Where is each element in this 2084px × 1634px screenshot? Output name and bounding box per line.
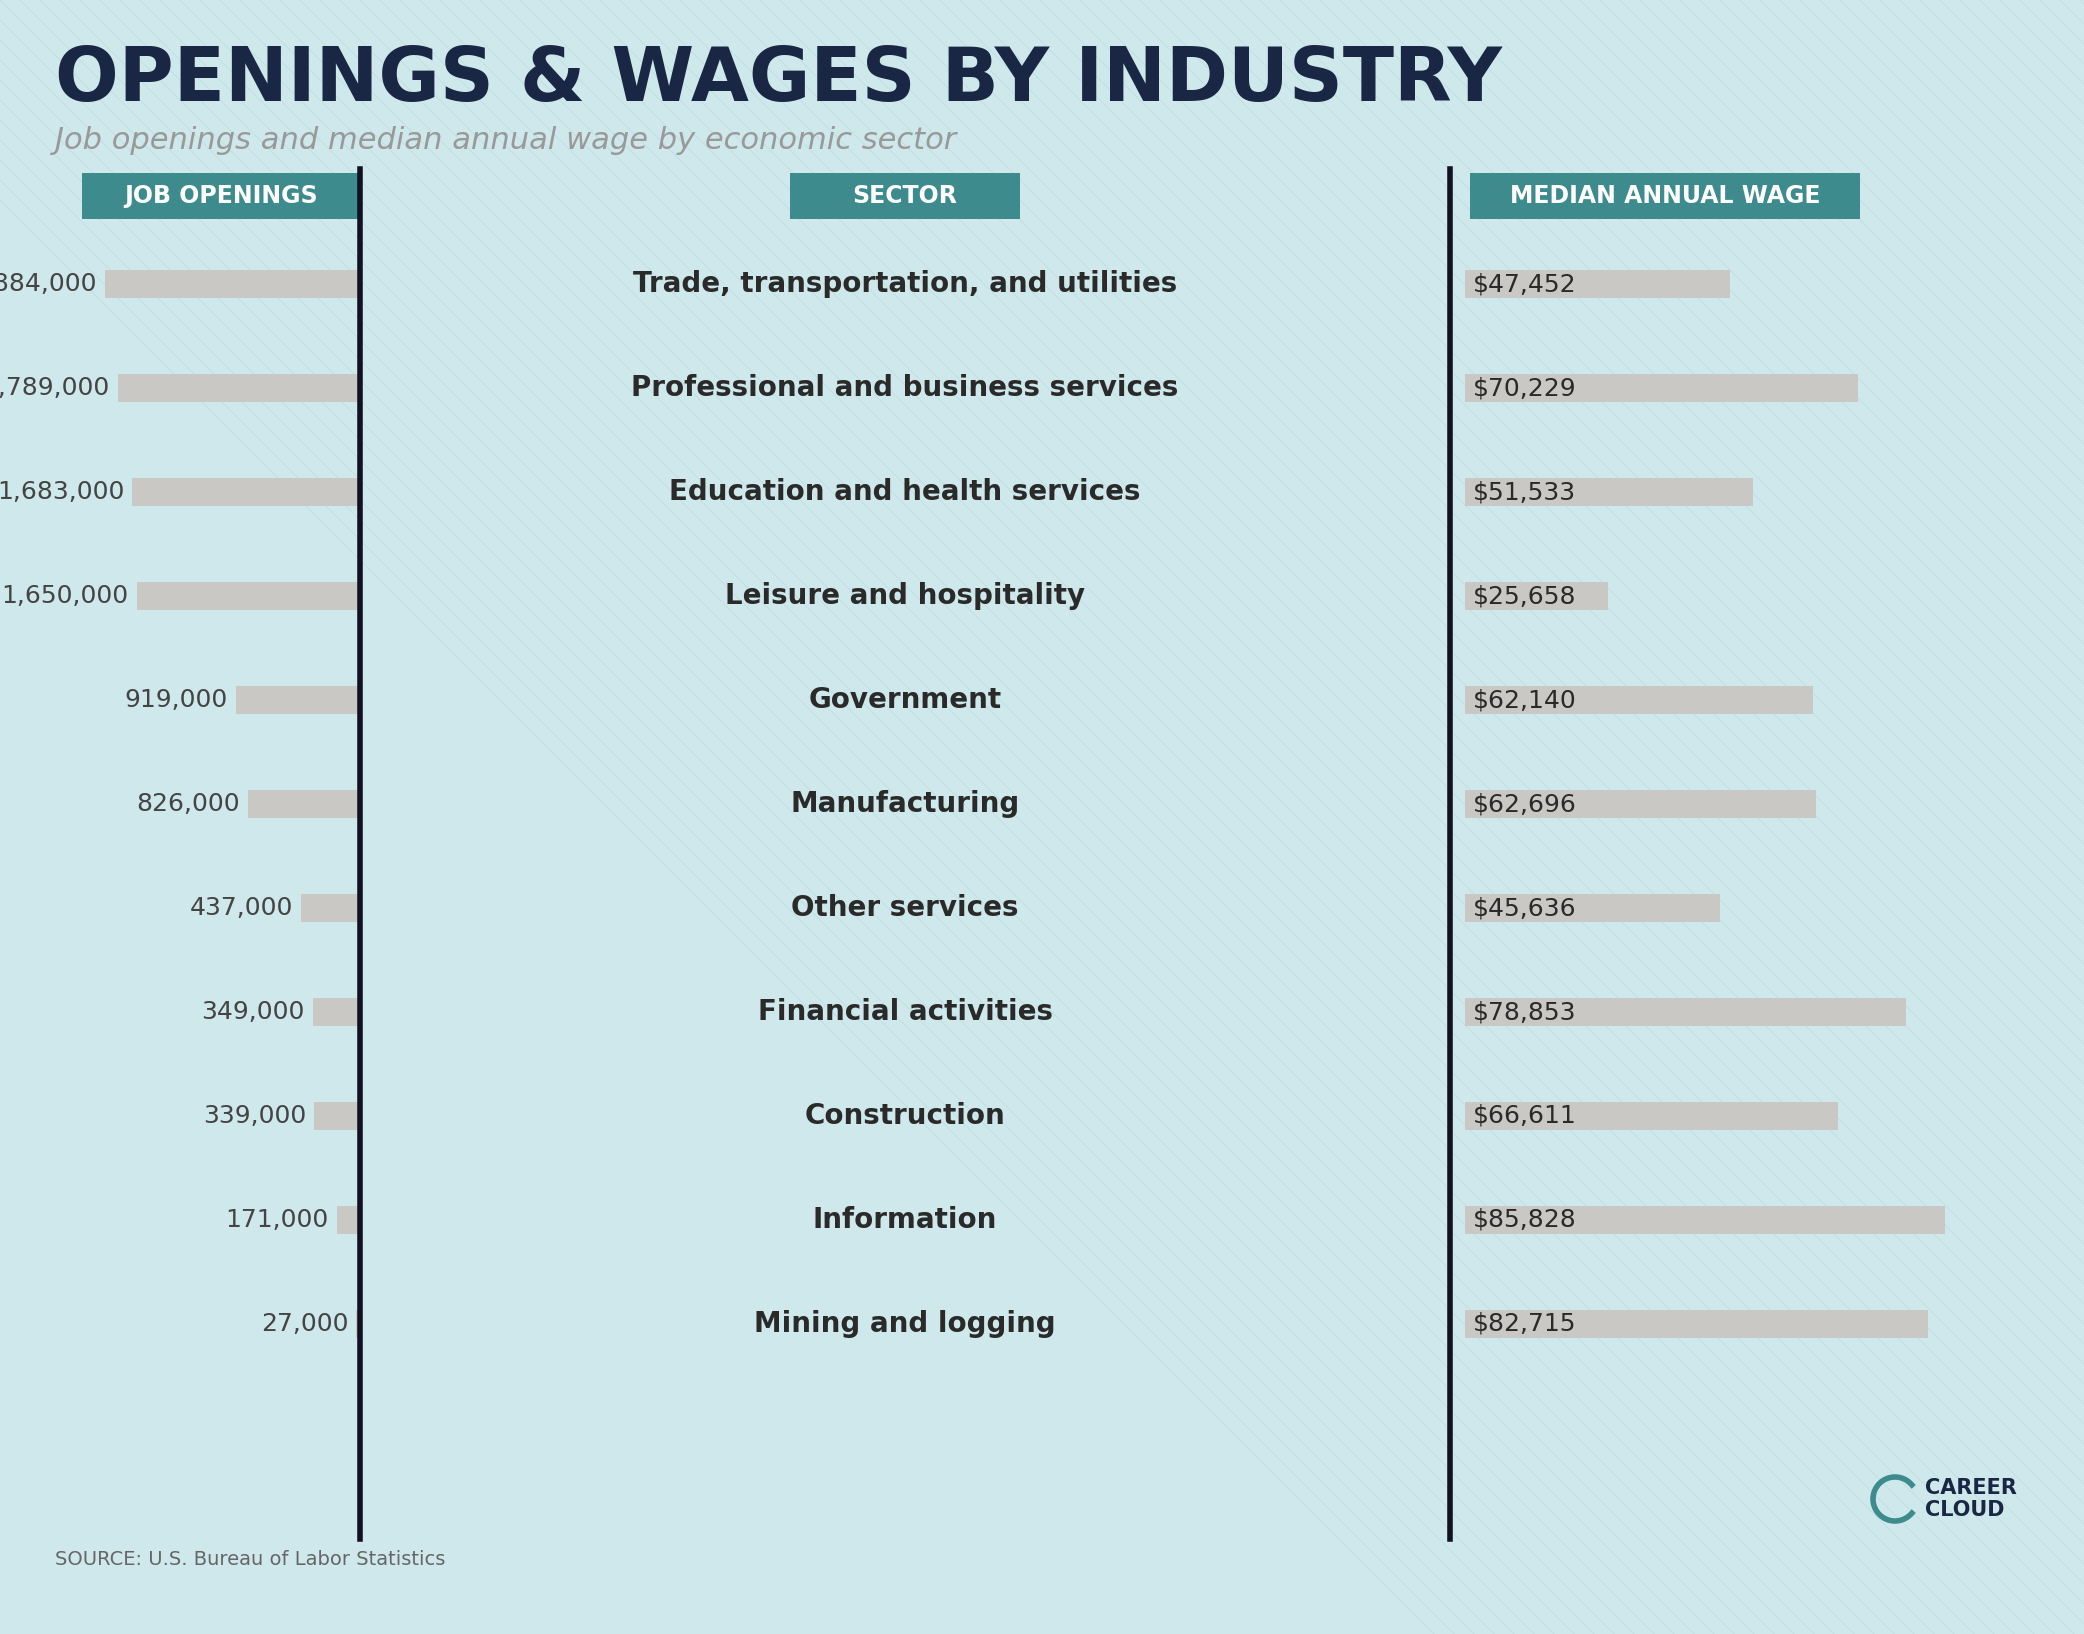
FancyBboxPatch shape: [790, 173, 1019, 219]
FancyBboxPatch shape: [1465, 1310, 1928, 1338]
Text: SECTOR: SECTOR: [852, 185, 957, 208]
Text: $47,452: $47,452: [1473, 271, 1578, 296]
Text: Financial activities: Financial activities: [756, 998, 1052, 1026]
FancyBboxPatch shape: [1465, 894, 1719, 922]
Text: 339,000: 339,000: [202, 1105, 306, 1127]
Text: $78,853: $78,853: [1473, 1000, 1576, 1025]
Text: Leisure and hospitality: Leisure and hospitality: [725, 582, 1086, 609]
Text: CAREER: CAREER: [1926, 1479, 2017, 1498]
FancyBboxPatch shape: [1465, 1206, 1944, 1234]
Text: $62,696: $62,696: [1473, 792, 1578, 815]
Text: $85,828: $85,828: [1473, 1208, 1578, 1232]
FancyBboxPatch shape: [81, 173, 361, 219]
FancyBboxPatch shape: [1469, 173, 1861, 219]
FancyBboxPatch shape: [131, 479, 361, 507]
FancyBboxPatch shape: [1465, 374, 1857, 402]
Text: Mining and logging: Mining and logging: [754, 1310, 1057, 1338]
FancyBboxPatch shape: [119, 374, 361, 402]
Text: $51,533: $51,533: [1473, 480, 1576, 503]
Text: $62,140: $62,140: [1473, 688, 1578, 712]
Text: 1,650,000: 1,650,000: [2, 583, 129, 608]
Text: $70,229: $70,229: [1473, 376, 1578, 400]
Text: $82,715: $82,715: [1473, 1312, 1576, 1337]
Text: 919,000: 919,000: [125, 688, 227, 712]
Text: JOB OPENINGS: JOB OPENINGS: [125, 185, 319, 208]
FancyBboxPatch shape: [1465, 998, 1907, 1026]
FancyBboxPatch shape: [235, 686, 361, 714]
FancyBboxPatch shape: [1465, 686, 1813, 714]
Text: Professional and business services: Professional and business services: [631, 374, 1180, 402]
Text: Trade, transportation, and utilities: Trade, transportation, and utilities: [634, 270, 1177, 297]
Text: CLOUD: CLOUD: [1926, 1500, 2005, 1520]
FancyBboxPatch shape: [1465, 1101, 1838, 1131]
FancyBboxPatch shape: [338, 1206, 361, 1234]
Text: 171,000: 171,000: [225, 1208, 329, 1232]
Text: 349,000: 349,000: [202, 1000, 304, 1025]
FancyBboxPatch shape: [104, 270, 361, 297]
Text: $66,611: $66,611: [1473, 1105, 1578, 1127]
FancyBboxPatch shape: [1465, 582, 1609, 609]
Text: 826,000: 826,000: [138, 792, 240, 815]
Text: $25,658: $25,658: [1473, 583, 1576, 608]
Text: SOURCE: U.S. Bureau of Labor Statistics: SOURCE: U.S. Bureau of Labor Statistics: [54, 1551, 446, 1569]
Text: 437,000: 437,000: [190, 895, 294, 920]
FancyBboxPatch shape: [1465, 789, 1815, 819]
Text: Other services: Other services: [792, 894, 1019, 922]
FancyBboxPatch shape: [248, 789, 361, 819]
FancyBboxPatch shape: [1465, 479, 1753, 507]
Text: OPENINGS & WAGES BY INDUSTRY: OPENINGS & WAGES BY INDUSTRY: [54, 44, 1503, 118]
FancyBboxPatch shape: [1465, 270, 1730, 297]
Text: $45,636: $45,636: [1473, 895, 1578, 920]
Text: Construction: Construction: [804, 1101, 1004, 1131]
FancyBboxPatch shape: [315, 1101, 361, 1131]
FancyBboxPatch shape: [356, 1310, 361, 1338]
Text: 1,884,000: 1,884,000: [0, 271, 98, 296]
FancyBboxPatch shape: [300, 894, 361, 922]
Text: Education and health services: Education and health services: [669, 479, 1140, 507]
FancyBboxPatch shape: [313, 998, 361, 1026]
Text: Manufacturing: Manufacturing: [790, 789, 1019, 819]
FancyBboxPatch shape: [138, 582, 361, 609]
Text: MEDIAN ANNUAL WAGE: MEDIAN ANNUAL WAGE: [1509, 185, 1819, 208]
Text: Government: Government: [809, 686, 1002, 714]
Text: 27,000: 27,000: [260, 1312, 348, 1337]
Text: Information: Information: [813, 1206, 996, 1234]
Text: 1,683,000: 1,683,000: [0, 480, 125, 503]
Text: 1,789,000: 1,789,000: [0, 376, 110, 400]
Text: Job openings and median annual wage by economic sector: Job openings and median annual wage by e…: [54, 126, 957, 155]
